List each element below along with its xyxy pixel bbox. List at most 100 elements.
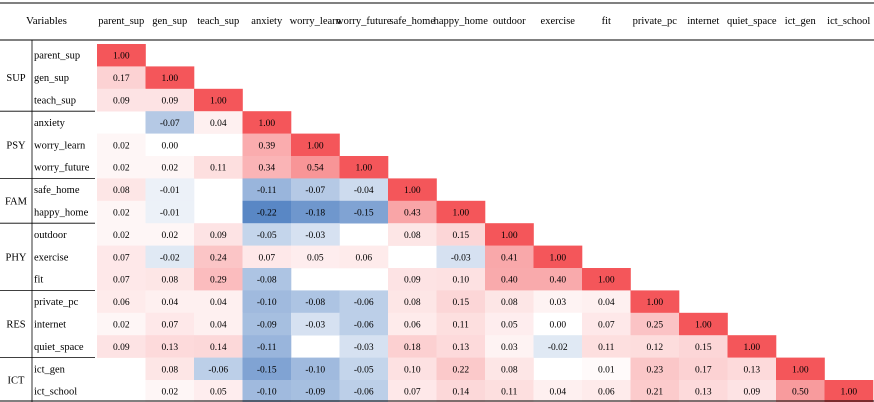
cell-value-ict_gen-outdoor: 0.08 bbox=[501, 365, 518, 375]
cell-value-private_pc-parent_sup: 0.06 bbox=[113, 298, 130, 308]
row-label-outdoor: outdoor bbox=[34, 230, 67, 241]
row-label-exercise: exercise bbox=[34, 252, 69, 263]
cell-value-ict_gen-anxiety: -0.15 bbox=[257, 365, 277, 375]
column-label-private_pc: private_pc bbox=[633, 16, 678, 27]
heatmap-cell-private_pc-exercise bbox=[533, 290, 583, 314]
cell-value-quiet_space-fit: 0.11 bbox=[598, 343, 615, 353]
column-label-gen_sup: gen_sup bbox=[152, 16, 187, 27]
cell-value-private_pc-exercise: 0.03 bbox=[549, 298, 566, 308]
row-label-quiet_space: quiet_space bbox=[34, 342, 84, 353]
heatmap-cell-ict_gen-teach_sup bbox=[194, 357, 243, 381]
heatmap-cell-internet-worry_learn bbox=[291, 312, 340, 336]
cell-value-happy_home-happy_home: 1.00 bbox=[452, 209, 469, 219]
heatmap-cell-private_pc-anxiety bbox=[242, 290, 292, 314]
cell-value-exercise-exercise: 1.00 bbox=[549, 253, 566, 263]
cell-value-fit-fit: 1.00 bbox=[598, 276, 615, 286]
heatmap-cell-worry_learn-gen_sup bbox=[145, 133, 195, 157]
heatmap-cell-ict_gen-worry_learn bbox=[291, 357, 340, 381]
group-label-fam: FAM bbox=[5, 196, 28, 207]
row-label-parent_sup: parent_sup bbox=[34, 51, 80, 62]
column-label-teach_sup: teach_sup bbox=[197, 16, 239, 27]
heatmap-cell-internet-gen_sup bbox=[145, 312, 195, 336]
heatmap-cell-ict_school-outdoor bbox=[485, 380, 534, 402]
cell-value-ict_gen-fit: 0.01 bbox=[598, 365, 615, 375]
heatmap-cell-internet-parent_sup bbox=[97, 312, 146, 336]
heatmap-cell-private_pc-safe_home bbox=[388, 290, 437, 314]
cell-value-anxiety-anxiety: 1.00 bbox=[258, 119, 275, 129]
heatmap-cell-ict_gen-gen_sup bbox=[145, 357, 195, 381]
cell-value-exercise-happy_home: -0.03 bbox=[451, 253, 471, 263]
cell-value-outdoor-parent_sup: 0.02 bbox=[113, 231, 130, 241]
cell-value-ict_gen-quiet_space: 0.13 bbox=[743, 365, 760, 375]
cell-value-worry_learn-gen_sup: 0.00 bbox=[161, 141, 178, 151]
heatmap-cell-ict_gen-internet bbox=[679, 357, 728, 381]
cell-value-worry_learn-anxiety: 0.39 bbox=[258, 141, 275, 151]
cell-value-ict_school-safe_home: 0.07 bbox=[404, 388, 421, 398]
cell-value-ict_school-teach_sup: 0.05 bbox=[210, 388, 227, 398]
heatmap-cell-ict_school-ict_gen bbox=[776, 380, 825, 402]
cell-value-ict_school-worry_learn: -0.09 bbox=[305, 388, 325, 398]
row-label-gen_sup: gen_sup bbox=[34, 73, 69, 84]
heatmap-cell-worry_future-worry_future bbox=[339, 156, 389, 179]
heatmap-cell-private_pc-happy_home bbox=[436, 290, 486, 314]
cell-value-ict_school-private_pc: 0.21 bbox=[646, 388, 663, 398]
heatmap-cell-ict_gen-happy_home bbox=[436, 357, 486, 381]
row-label-happy_home: happy_home bbox=[34, 208, 89, 219]
heatmap-cell-fit-parent_sup bbox=[97, 268, 146, 291]
corner-label: Variables bbox=[26, 15, 67, 27]
cell-value-ict_gen-ict_gen: 1.00 bbox=[792, 365, 809, 375]
heatmap-cell-ict_school-quiet_space bbox=[727, 380, 777, 402]
heatmap-cell-private_pc-gen_sup bbox=[145, 290, 195, 314]
heatmap-cell-safe_home-anxiety bbox=[242, 178, 292, 202]
column-label-happy_home: happy_home bbox=[434, 16, 489, 27]
heatmap-cell-outdoor-outdoor bbox=[485, 223, 534, 246]
heatmap-cell-outdoor-parent_sup bbox=[97, 223, 146, 246]
heatmap-cell-ict_gen-quiet_space bbox=[727, 357, 777, 381]
cell-value-private_pc-teach_sup: 0.04 bbox=[210, 298, 227, 308]
cell-value-quiet_space-gen_sup: 0.13 bbox=[161, 343, 178, 353]
cell-value-internet-exercise: 0.00 bbox=[549, 321, 566, 331]
heatmap-cell-exercise-worry_future bbox=[339, 245, 389, 269]
cell-value-teach_sup-parent_sup: 0.09 bbox=[113, 97, 130, 107]
heatmap-cell-happy_home-gen_sup bbox=[145, 200, 195, 224]
heatmap-cell-ict_gen-private_pc bbox=[630, 357, 680, 381]
column-label-anxiety: anxiety bbox=[251, 16, 283, 27]
cell-value-internet-outdoor: 0.05 bbox=[501, 321, 518, 331]
cell-value-ict_gen-private_pc: 0.23 bbox=[646, 365, 663, 375]
cell-value-quiet_space-teach_sup: 0.14 bbox=[210, 343, 227, 353]
cell-value-worry_future-anxiety: 0.34 bbox=[258, 164, 275, 174]
row-label-safe_home: safe_home bbox=[34, 185, 80, 196]
cell-value-internet-gen_sup: 0.07 bbox=[161, 321, 178, 331]
cell-value-quiet_space-internet: 0.15 bbox=[695, 343, 712, 353]
heatmap-cell-quiet_space-anxiety bbox=[242, 335, 292, 358]
column-label-fit: fit bbox=[602, 16, 611, 27]
heatmap-labels: Variables parent_sup gen_sup teach_sup anxi… bbox=[5, 15, 870, 398]
cell-value-quiet_space-worry_future: -0.03 bbox=[354, 343, 374, 353]
heatmap-cell-safe_home-safe_home bbox=[388, 178, 437, 202]
cell-value-safe_home-safe_home: 1.00 bbox=[404, 186, 421, 196]
heatmap-cell-ict_gen-outdoor bbox=[485, 357, 534, 381]
column-label-parent_sup: parent_sup bbox=[98, 16, 144, 27]
cell-value-internet-worry_learn: -0.03 bbox=[305, 321, 325, 331]
cell-value-fit-gen_sup: 0.08 bbox=[161, 276, 178, 286]
heatmap-cell-ict_gen-safe_home bbox=[388, 357, 437, 381]
cell-value-internet-happy_home: 0.11 bbox=[453, 321, 470, 331]
heatmap-cell-anxiety-gen_sup bbox=[145, 111, 195, 134]
heatmap-cell-quiet_space-fit bbox=[582, 335, 631, 358]
cell-value-worry_future-worry_learn: 0.54 bbox=[307, 164, 324, 174]
cell-value-ict_school-happy_home: 0.14 bbox=[452, 388, 469, 398]
cell-value-ict_school-exercise: 0.04 bbox=[549, 388, 566, 398]
heatmap-cell-fit-happy_home bbox=[436, 268, 486, 291]
heatmap-cell-happy_home-worry_learn bbox=[291, 200, 340, 224]
cell-value-worry_future-worry_future: 1.00 bbox=[355, 164, 372, 174]
heatmap-cell-teach_sup-teach_sup bbox=[194, 88, 243, 112]
heatmap-cell-quiet_space-exercise bbox=[533, 335, 583, 358]
cell-value-quiet_space-parent_sup: 0.09 bbox=[113, 343, 130, 353]
cell-value-happy_home-anxiety: -0.22 bbox=[257, 209, 277, 219]
cell-value-quiet_space-private_pc: 0.12 bbox=[646, 343, 663, 353]
cell-value-ict_school-internet: 0.13 bbox=[695, 388, 712, 398]
heatmap-cell-outdoor-safe_home bbox=[388, 223, 437, 246]
heatmap-cell-exercise-exercise bbox=[533, 245, 583, 269]
cell-value-ict_school-worry_future: -0.06 bbox=[354, 388, 374, 398]
